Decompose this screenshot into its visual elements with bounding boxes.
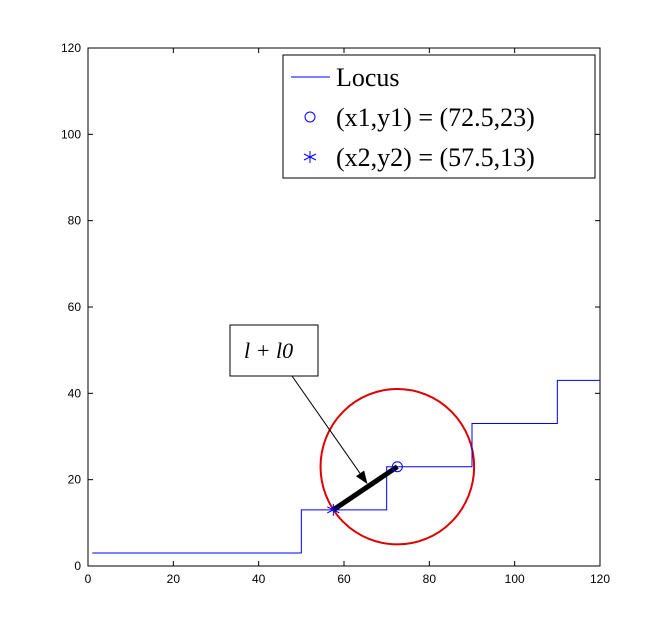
legend-star-marker xyxy=(303,151,317,163)
x-tick-label: 40 xyxy=(252,572,266,586)
legend-circle-marker xyxy=(304,111,316,123)
legend-point1-label: (x1,y1) = (72.5,23) xyxy=(336,103,535,132)
y-tick-label: 40 xyxy=(68,386,82,400)
y-tick-label: 20 xyxy=(68,473,82,487)
x-tick-label: 20 xyxy=(167,572,181,586)
point2-star-marker xyxy=(327,503,340,516)
x-tick-label: 60 xyxy=(337,572,351,586)
x-tick-label: 0 xyxy=(85,572,92,586)
axis-ticks: 0 20 40 60 80 100 120 0 20 40 60 80 100 120 xyxy=(61,41,610,586)
plot-layer xyxy=(92,379,600,554)
point1-circle-marker xyxy=(391,461,403,473)
radius-circle xyxy=(319,388,476,546)
y-tick-label: 80 xyxy=(68,214,82,228)
link-segment xyxy=(331,464,399,512)
legend-locus-label: Locus xyxy=(336,63,400,92)
x-tick-label: 80 xyxy=(423,572,437,586)
annotation-box xyxy=(229,324,319,377)
locus-line xyxy=(92,379,600,554)
legend-point2-label: (x2,y2) = (57.5,13) xyxy=(336,143,535,172)
annotation-arrow-line xyxy=(291,375,361,474)
annotation-arrow-head xyxy=(355,470,368,484)
x-tick-label: 120 xyxy=(590,572,610,586)
y-tick-label: 120 xyxy=(61,41,81,55)
y-tick-label: 100 xyxy=(61,127,81,141)
legend: Locus (x1,y1) = (72.5,23) (x2,y2) = (57.… xyxy=(282,54,596,179)
x-tick-label: 100 xyxy=(505,572,525,586)
annotation: l + l0 xyxy=(229,324,368,484)
annotation-text: l + l0 xyxy=(244,338,293,363)
legend-box xyxy=(282,54,596,179)
y-tick-label: 0 xyxy=(74,559,81,573)
y-tick-label: 60 xyxy=(68,300,82,314)
